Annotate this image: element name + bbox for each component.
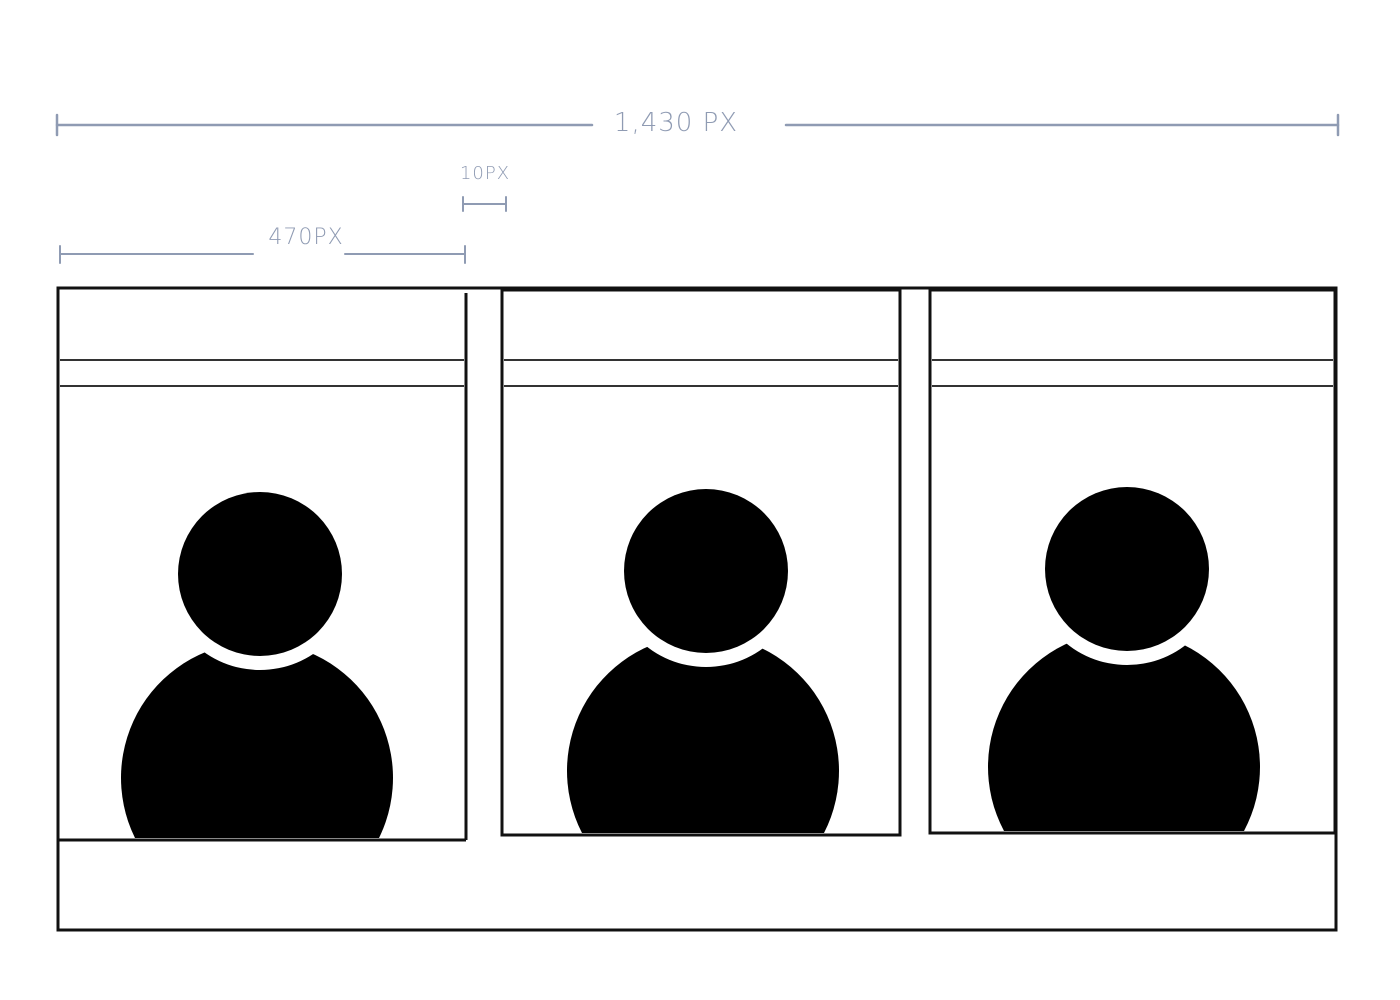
card-width-label: 470PX	[268, 225, 343, 250]
user-avatar-icon	[567, 475, 840, 833]
dimension-total-width	[55, 113, 1340, 137]
total-width-label: 1,430 PX	[614, 108, 738, 138]
user-avatar-icon	[987, 473, 1260, 831]
dimension-gutter	[462, 196, 507, 212]
dimension-card-width	[59, 245, 466, 264]
profile-card-2	[500, 288, 902, 837]
gutter-label: 10PX	[460, 163, 510, 184]
footer-band	[59, 842, 1335, 929]
profile-card-1	[58, 293, 468, 842]
user-avatar-icon	[120, 478, 393, 838]
profile-card-3	[928, 288, 1337, 835]
